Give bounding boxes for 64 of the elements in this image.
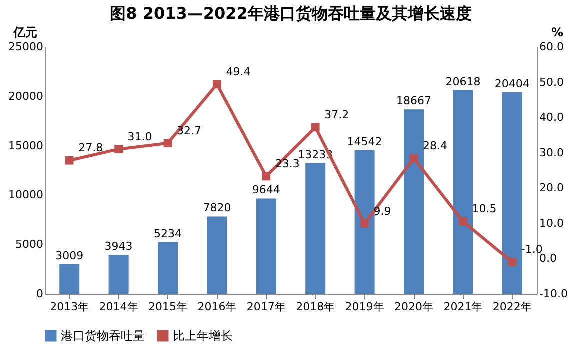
y2-tick-label: 0.0 <box>540 252 557 266</box>
y2-tick-label: 30.0 <box>540 146 564 160</box>
bar <box>207 216 228 294</box>
y2-tick-label: 50.0 <box>540 76 564 89</box>
x-tick-label: 2014年 <box>99 300 138 314</box>
y-tick-label: 15000 <box>8 139 44 152</box>
bar <box>158 242 178 294</box>
legend-label: 港口货物吞吐量 <box>61 329 145 343</box>
bar <box>453 90 474 294</box>
data-label: 5234 <box>154 227 182 240</box>
point <box>114 145 123 154</box>
y-tick-label: 0 <box>36 288 44 300</box>
bar <box>404 110 424 294</box>
legend-label: 比上年增长 <box>173 329 233 343</box>
y-tick-label: 25000 <box>8 40 44 54</box>
y-tick-label: 20000 <box>8 90 44 103</box>
x-tick-label: 2013年 <box>50 300 90 314</box>
point <box>311 123 320 132</box>
x-tick-label: 2015年 <box>148 300 188 314</box>
y-tick-label: 10000 <box>8 188 44 202</box>
point <box>410 154 418 163</box>
chart-title: 图8 2013—2022年港口货物吞吐量及其增长速度 <box>110 4 472 23</box>
y-axis-title: 亿元 <box>12 26 38 40</box>
data-label: 9644 <box>252 184 280 197</box>
data-label: 10.5 <box>472 202 497 216</box>
data-label: 3009 <box>56 249 84 262</box>
y2-tick-label: -10.0 <box>540 288 568 300</box>
point <box>360 220 369 228</box>
data-label: 27.8 <box>78 142 104 155</box>
x-tick-label: 2022年 <box>492 300 532 314</box>
data-label: 9.9 <box>374 204 392 218</box>
bar <box>108 255 129 294</box>
x-tick-label: 2018年 <box>296 300 336 314</box>
point <box>164 139 172 148</box>
data-label: 18667 <box>396 94 432 108</box>
x-tick-label: 2020年 <box>394 300 434 314</box>
y-tick-label: 5000 <box>16 238 44 252</box>
x-tick-label: 2019年 <box>345 300 384 314</box>
y2-tick-label: 60.0 <box>540 40 564 54</box>
point <box>65 156 74 165</box>
data-label: 37.2 <box>324 108 350 122</box>
data-label: 20404 <box>494 77 530 90</box>
data-label: 14542 <box>347 135 382 148</box>
y2-tick-label: 20.0 <box>540 182 564 195</box>
data-label: 7820 <box>203 202 232 215</box>
data-label: 49.4 <box>226 65 251 78</box>
data-label: 31.0 <box>128 130 152 144</box>
bar <box>306 163 326 294</box>
point <box>262 172 271 181</box>
y2-tick-label: 40.0 <box>540 111 564 124</box>
data-label: 3943 <box>104 240 133 254</box>
point <box>213 80 222 89</box>
bar <box>354 150 375 294</box>
y2-tick-label: 10.0 <box>540 216 564 230</box>
point <box>508 258 517 266</box>
bar <box>256 198 276 294</box>
point <box>459 217 468 226</box>
data-label: 20618 <box>446 75 481 88</box>
x-tick-label: 2021年 <box>444 300 483 314</box>
bar <box>502 92 522 294</box>
x-tick-label: 2016年 <box>198 300 237 314</box>
y2-axis-title: % <box>551 26 564 40</box>
bar <box>60 264 80 294</box>
x-tick-label: 2017年 <box>246 300 286 314</box>
